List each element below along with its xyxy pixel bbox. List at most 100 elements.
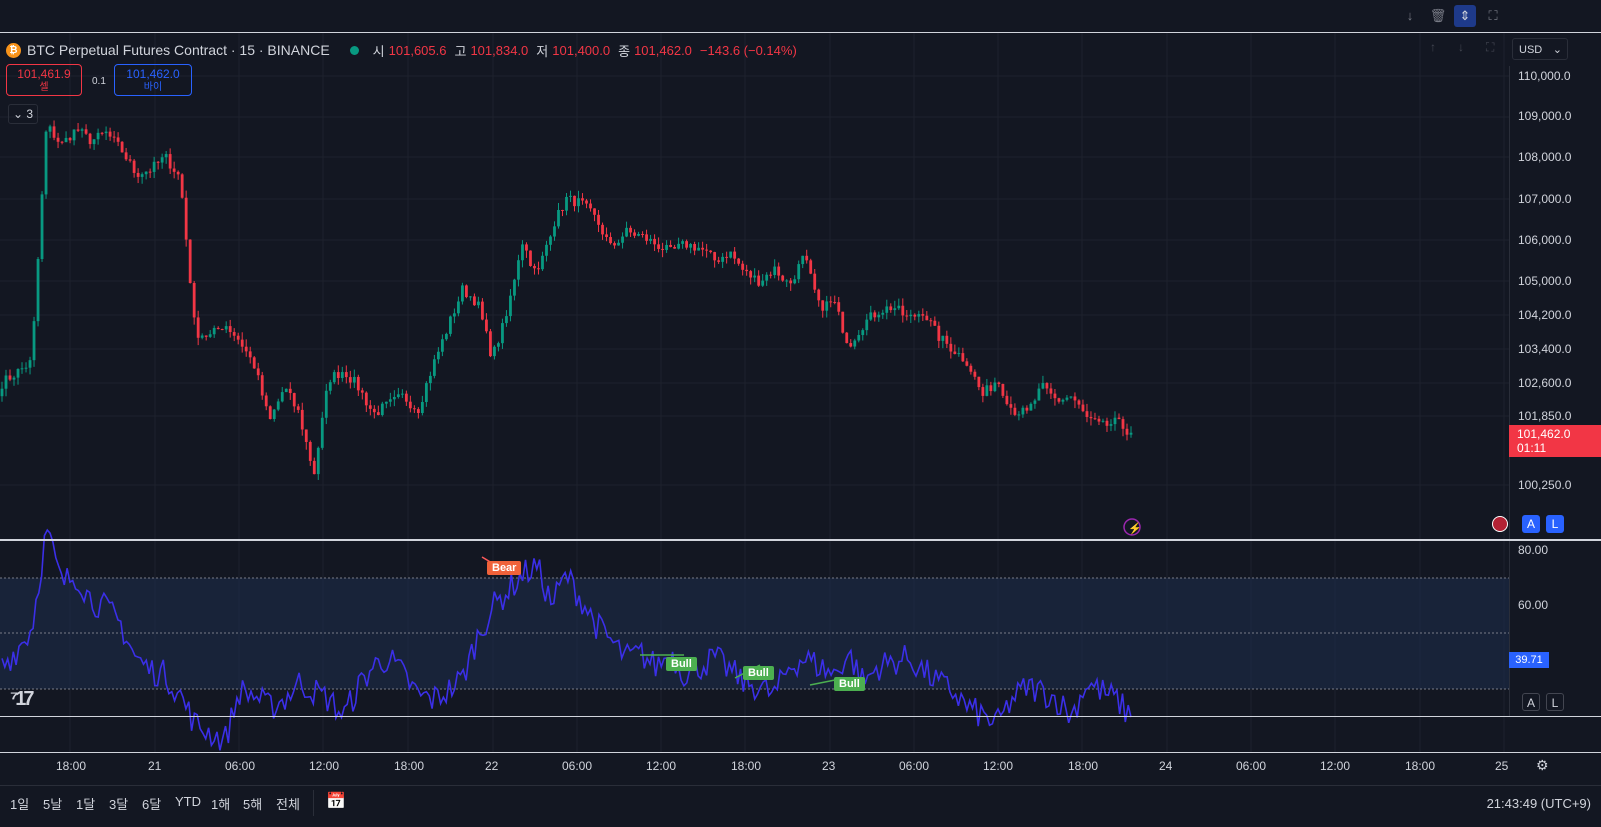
time-tick: 12:00: [309, 759, 340, 773]
candle-body: [444, 333, 448, 340]
price-tick: 102,600.0: [1518, 376, 1572, 390]
trash-icon[interactable]: 🗑: [1429, 8, 1447, 23]
candle-body: [84, 129, 88, 134]
candle-body: [913, 314, 917, 317]
range-all-button[interactable]: 전체: [276, 797, 300, 812]
candle-body: [457, 301, 460, 314]
time-tick: 06:00: [562, 759, 593, 773]
candle-body: [721, 256, 725, 262]
candle-body: [977, 376, 981, 388]
candle-body: [1069, 396, 1073, 398]
arrow-up-icon[interactable]: ↑: [1430, 40, 1436, 54]
candle-body: [869, 312, 873, 320]
restore-icon[interactable]: ⛶: [1486, 40, 1495, 54]
currency-select[interactable]: USD ⌄: [1512, 38, 1568, 60]
pane-divider[interactable]: [0, 539, 1601, 541]
candle-body: [701, 247, 705, 250]
candle-body: [156, 161, 160, 163]
candle-body: [272, 409, 276, 419]
candle-body: [200, 335, 204, 338]
candle-body: [1025, 407, 1029, 411]
us-flag-icon[interactable]: [1492, 516, 1508, 532]
candle-body: [861, 330, 865, 336]
candle-body: [1041, 383, 1045, 389]
calendar-icon[interactable]: 📅: [326, 793, 346, 810]
candle-body: [737, 258, 741, 264]
range-1m-button[interactable]: 1달: [76, 797, 96, 812]
range-3m-button[interactable]: 3달: [109, 797, 129, 812]
candle-body: [112, 136, 116, 138]
candle-body: [36, 258, 40, 322]
candle-body: [645, 234, 648, 241]
arrow-down-icon[interactable]: ↓: [1406, 8, 1414, 23]
fullscreen-icon[interactable]: ⛶: [1488, 8, 1498, 23]
range-1y-button[interactable]: 1해: [211, 797, 231, 812]
range-6m-button[interactable]: 6달: [142, 797, 162, 812]
candle-body: [885, 306, 889, 313]
log-scale-button[interactable]: L: [1546, 693, 1564, 711]
candle-body: [184, 197, 188, 240]
range-1d-button[interactable]: 1일: [10, 797, 30, 812]
candle-body: [372, 408, 376, 413]
clock[interactable]: 21:43:49 (UTC+9): [1486, 796, 1591, 811]
candle-body: [761, 280, 765, 286]
candle-body: [380, 403, 384, 416]
candle-body: [605, 234, 608, 238]
price-tick: 104,200.0: [1518, 308, 1572, 322]
candle-body: [801, 255, 805, 265]
auto-scale-button[interactable]: A: [1522, 693, 1540, 711]
candle-body: [709, 250, 713, 253]
low-value: 101,400.0: [552, 42, 611, 58]
candle-body: [8, 375, 12, 380]
candle-body: [1005, 395, 1009, 405]
candle-body: [332, 372, 336, 383]
candle-body: [733, 251, 737, 259]
range-5d-button[interactable]: 5날: [43, 797, 63, 812]
candle-body: [348, 377, 352, 383]
candle-body: [481, 301, 484, 320]
auto-scale-button[interactable]: A: [1522, 515, 1540, 533]
chart-canvas[interactable]: ⚡: [0, 33, 1509, 753]
pane-divider[interactable]: [0, 716, 1601, 717]
candle-body: [993, 382, 997, 392]
candle-body: [140, 174, 144, 177]
candle-body: [88, 133, 92, 145]
candle-body: [757, 275, 761, 286]
bull-badge: Bull: [666, 657, 697, 671]
candle-body: [597, 214, 600, 225]
indicators-collapse-button[interactable]: ⌄ 3: [8, 104, 38, 124]
symbol-title[interactable]: BTC Perpetual Futures Contract · 15 · BI…: [27, 42, 330, 58]
candle-body: [260, 375, 264, 396]
rsi-value-tag: 39.71: [1509, 652, 1549, 668]
range-5y-button[interactable]: 5해: [243, 797, 263, 812]
candle-body: [577, 198, 580, 207]
log-scale-button[interactable]: L: [1546, 515, 1564, 533]
candle-body: [617, 242, 620, 246]
candle-body: [128, 159, 132, 161]
arrow-down-icon[interactable]: ↓: [1458, 40, 1464, 54]
candle-body: [785, 280, 789, 282]
candle-body: [212, 327, 216, 335]
candle-body: [1033, 400, 1037, 404]
candle-body: [613, 243, 616, 246]
buy-button[interactable]: 101,462.0 바이: [114, 64, 192, 96]
candle-body: [553, 226, 556, 237]
sell-button[interactable]: 101,461.9 셀: [6, 64, 82, 96]
time-axis[interactable]: 18:00 21 06:00 12:00 18:00 22 06:00 12:0…: [0, 752, 1601, 783]
price-axis[interactable]: 110,000.0 109,000.0 108,000.0 107,000.0 …: [1509, 66, 1601, 541]
candle-body: [905, 315, 909, 317]
range-ytd-button[interactable]: YTD: [175, 794, 201, 809]
candle-body: [248, 351, 252, 358]
candle-body: [713, 252, 717, 261]
chevron-updown-icon[interactable]: ⇕: [1454, 5, 1476, 27]
current-price: 101,462.0: [1517, 427, 1571, 441]
candle-body: [665, 244, 668, 250]
candle-body: [4, 375, 8, 389]
price-tick: 100,250.0: [1518, 478, 1572, 492]
candle-body: [1009, 404, 1013, 408]
settings-gear-icon[interactable]: ⚙: [1536, 757, 1549, 773]
rsi-axis[interactable]: 80.00 60.00: [1509, 541, 1601, 716]
time-tick: 18:00: [56, 759, 87, 773]
candle-body: [368, 405, 372, 409]
candle-body: [124, 152, 128, 160]
